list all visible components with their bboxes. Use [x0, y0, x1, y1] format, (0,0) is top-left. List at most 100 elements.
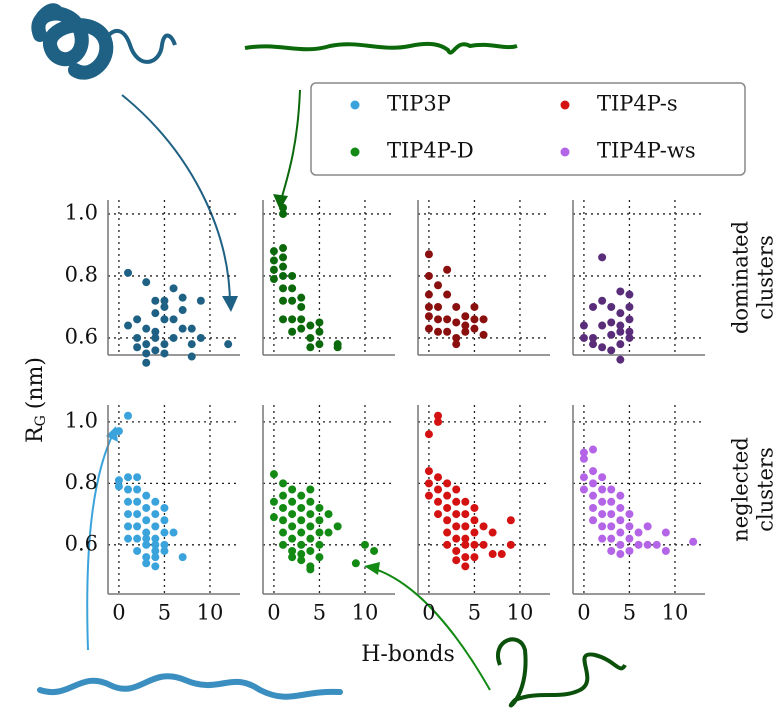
point: [160, 302, 169, 311]
point: [424, 290, 433, 299]
point: [452, 302, 461, 311]
point: [160, 340, 169, 349]
point: [288, 534, 297, 543]
point: [443, 479, 452, 488]
point: [306, 534, 315, 543]
point: [470, 553, 479, 562]
point: [616, 528, 625, 537]
point: [297, 540, 306, 549]
point: [607, 546, 616, 555]
point: [461, 312, 470, 321]
point: [607, 510, 616, 519]
point: [196, 333, 205, 342]
point: [142, 503, 151, 512]
point: [443, 516, 452, 525]
point: [424, 467, 433, 476]
point: [315, 340, 324, 349]
point: [443, 503, 452, 512]
point: [279, 203, 288, 212]
point: [279, 284, 288, 293]
point: [297, 556, 306, 565]
point: [269, 513, 278, 522]
point: [288, 284, 297, 293]
point: [461, 522, 470, 531]
point: [461, 553, 470, 562]
point: [297, 491, 306, 500]
point: [306, 333, 315, 342]
point: [297, 550, 306, 559]
point: [598, 510, 607, 519]
point: [288, 296, 297, 305]
row-label: dominated: [729, 221, 753, 334]
legend-label: TIP4P-s: [597, 92, 678, 116]
point: [589, 503, 598, 512]
point: [616, 287, 625, 296]
point: [333, 343, 342, 352]
point: [169, 315, 178, 324]
point: [297, 503, 306, 512]
point: [616, 516, 625, 525]
x-tick-label: 0: [112, 601, 125, 625]
point: [625, 290, 634, 299]
point: [151, 534, 160, 543]
point: [306, 565, 315, 574]
point: [351, 559, 360, 568]
point: [133, 534, 142, 543]
point: [589, 467, 598, 476]
point: [133, 473, 142, 482]
point: [269, 247, 278, 256]
y-axis-label: RG (nm): [23, 357, 49, 443]
point: [160, 349, 169, 358]
y-tick-label: 1.0: [65, 200, 98, 224]
point: [160, 516, 169, 525]
point: [443, 265, 452, 274]
point: [598, 522, 607, 531]
row-label: clusters: [754, 235, 778, 319]
y-label-unit: (nm): [23, 357, 48, 409]
point: [434, 411, 443, 420]
point: [616, 550, 625, 559]
point: [114, 427, 123, 436]
point: [661, 546, 670, 555]
point: [279, 209, 288, 218]
point: [625, 510, 634, 519]
point: [452, 510, 461, 519]
point: [142, 516, 151, 525]
x-tick-label: 5: [623, 601, 636, 625]
point: [196, 296, 205, 305]
point: [133, 510, 142, 519]
point: [169, 333, 178, 342]
point: [297, 324, 306, 333]
legend-marker: [350, 100, 360, 110]
point: [443, 327, 452, 336]
point: [616, 321, 625, 330]
point: [269, 470, 278, 479]
legend-marker: [560, 147, 570, 157]
point: [424, 324, 433, 333]
point: [151, 296, 160, 305]
loop-cartoon: [496, 637, 627, 708]
point: [151, 346, 160, 355]
point: [589, 479, 598, 488]
point: [598, 343, 607, 352]
y-tick-label: 0.6: [65, 324, 98, 348]
point: [224, 340, 233, 349]
point: [470, 324, 479, 333]
point: [434, 510, 443, 519]
point: [424, 430, 433, 439]
point: [279, 528, 288, 537]
point: [616, 540, 625, 549]
point: [315, 503, 324, 512]
point: [279, 271, 288, 280]
point: [306, 510, 315, 519]
extended-cartoon: [244, 41, 518, 55]
arrow: [121, 94, 231, 306]
arrow: [371, 567, 491, 691]
point: [497, 550, 506, 559]
point: [187, 340, 196, 349]
point: [279, 262, 288, 271]
point: [124, 411, 133, 420]
point: [625, 522, 634, 531]
point: [443, 491, 452, 500]
point: [443, 290, 452, 299]
